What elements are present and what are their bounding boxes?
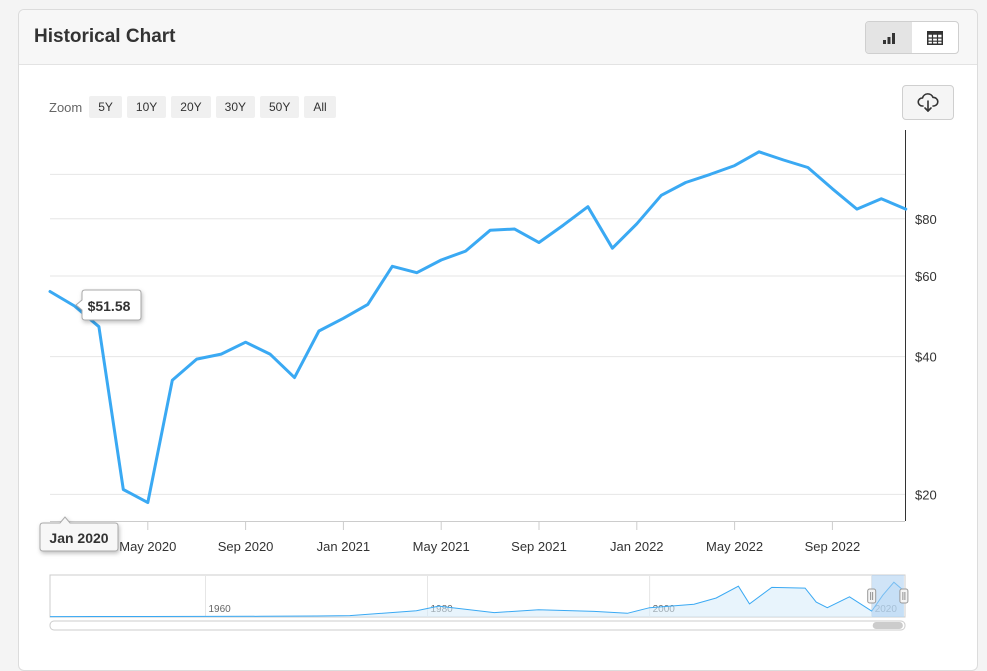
x-tick-label: May 2021 — [413, 539, 470, 554]
date-badge-label: Jan 2020 — [49, 530, 108, 546]
navigator-handle[interactable] — [868, 589, 876, 603]
value-tooltip: $51.58 — [76, 290, 141, 320]
y-tick-label: $20 — [915, 487, 937, 502]
y-tick-label: $80 — [915, 212, 937, 227]
navigator[interactable]: 1960198020002020 — [50, 575, 908, 630]
price-series[interactable] — [50, 152, 906, 503]
x-tick-label: Sep 2021 — [511, 539, 567, 554]
tooltip-value: $51.58 — [88, 298, 131, 314]
x-tick-label: Sep 2022 — [805, 539, 861, 554]
navigator-handle[interactable] — [900, 589, 908, 603]
x-tick-label: Sep 2020 — [218, 539, 274, 554]
x-tick-label: May 2020 — [119, 539, 176, 554]
price-line[interactable] — [50, 152, 906, 503]
scrollbar-thumb[interactable] — [873, 622, 903, 629]
navigator-selection — [872, 575, 904, 617]
x-tick-label: Jan 2021 — [317, 539, 371, 554]
date-badge: Jan 2020 — [40, 517, 118, 551]
x-tick-label: Jan 2022 — [610, 539, 664, 554]
y-axis: $20 $40 $60 $80 — [906, 130, 937, 521]
x-tick-label: May 2022 — [706, 539, 763, 554]
y-tick-label: $60 — [915, 269, 937, 284]
gridlines — [50, 174, 905, 494]
scrollbar-track — [50, 621, 905, 630]
x-axis: May 2020 Sep 2020 Jan 2021 May 2021 Sep 2021… — [50, 521, 905, 554]
y-tick-label: $40 — [915, 350, 937, 365]
navigator-label: 1960 — [209, 604, 232, 615]
historical-chart-card: Historical Chart — [18, 9, 978, 671]
